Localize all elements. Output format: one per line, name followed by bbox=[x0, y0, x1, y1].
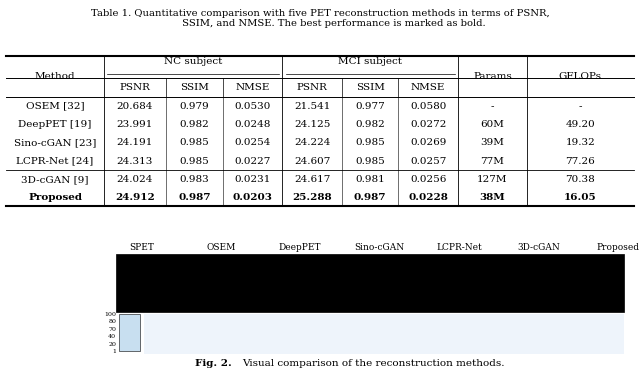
Text: 0.0254: 0.0254 bbox=[234, 138, 271, 147]
Text: LCPR-Net [24]: LCPR-Net [24] bbox=[17, 157, 93, 166]
Text: 0.977: 0.977 bbox=[355, 102, 385, 111]
Text: 3D-cGAN: 3D-cGAN bbox=[517, 243, 560, 252]
Bar bbox=[119, 314, 140, 351]
Text: 77.26: 77.26 bbox=[565, 157, 595, 166]
Text: GFLOPs: GFLOPs bbox=[559, 72, 602, 81]
Text: 40: 40 bbox=[108, 334, 116, 339]
Text: 49.20: 49.20 bbox=[565, 120, 595, 129]
Text: 24.224: 24.224 bbox=[294, 138, 330, 147]
Text: 3D-cGAN [9]: 3D-cGAN [9] bbox=[21, 175, 89, 184]
Bar bbox=[116, 254, 624, 312]
Text: Table 1. Quantitative comparison with five PET reconstruction methods in terms o: Table 1. Quantitative comparison with fi… bbox=[91, 9, 549, 28]
Text: 24.607: 24.607 bbox=[294, 157, 330, 166]
Text: 1: 1 bbox=[112, 349, 116, 354]
Text: Fig. 2.: Fig. 2. bbox=[195, 359, 231, 368]
Text: 0.985: 0.985 bbox=[180, 157, 209, 166]
Text: 19.32: 19.32 bbox=[565, 138, 595, 147]
Text: SSIM: SSIM bbox=[180, 83, 209, 92]
Text: Method: Method bbox=[35, 72, 76, 81]
Text: SPET: SPET bbox=[129, 243, 154, 252]
Text: 25.288: 25.288 bbox=[292, 193, 332, 202]
Text: OSEM [32]: OSEM [32] bbox=[26, 102, 84, 111]
Text: 20: 20 bbox=[108, 342, 116, 346]
Text: 0.0227: 0.0227 bbox=[234, 157, 271, 166]
Text: 24.617: 24.617 bbox=[294, 175, 330, 184]
Text: 38M: 38M bbox=[479, 193, 506, 202]
Text: PSNR: PSNR bbox=[297, 83, 328, 92]
Text: 0.0530: 0.0530 bbox=[234, 102, 271, 111]
Text: 70: 70 bbox=[108, 327, 116, 332]
Text: 0.0272: 0.0272 bbox=[410, 120, 446, 129]
Text: 24.912: 24.912 bbox=[115, 193, 155, 202]
Text: 0.985: 0.985 bbox=[355, 157, 385, 166]
Text: 20.684: 20.684 bbox=[116, 102, 153, 111]
Text: 0.985: 0.985 bbox=[355, 138, 385, 147]
Text: 0.0257: 0.0257 bbox=[410, 157, 446, 166]
Text: 0.982: 0.982 bbox=[180, 120, 209, 129]
Text: 0.0231: 0.0231 bbox=[234, 175, 271, 184]
Text: OSEM: OSEM bbox=[206, 243, 236, 252]
Text: 39M: 39M bbox=[481, 138, 504, 147]
Text: 24.191: 24.191 bbox=[116, 138, 153, 147]
Text: 0.985: 0.985 bbox=[180, 138, 209, 147]
Text: 0.0203: 0.0203 bbox=[232, 193, 273, 202]
Text: Visual comparison of the reconstruction methods.: Visual comparison of the reconstruction … bbox=[242, 359, 505, 368]
Text: 24.125: 24.125 bbox=[294, 120, 330, 129]
Text: 0.0256: 0.0256 bbox=[410, 175, 446, 184]
Text: 0.982: 0.982 bbox=[355, 120, 385, 129]
Text: 80: 80 bbox=[108, 319, 116, 324]
Text: 0.981: 0.981 bbox=[355, 175, 385, 184]
Text: 127M: 127M bbox=[477, 175, 508, 184]
Text: 24.313: 24.313 bbox=[116, 157, 153, 166]
Text: 23.991: 23.991 bbox=[116, 120, 153, 129]
Text: 0.979: 0.979 bbox=[180, 102, 209, 111]
Text: 21.541: 21.541 bbox=[294, 102, 330, 111]
Text: NC subject: NC subject bbox=[164, 57, 222, 66]
Text: NMSE: NMSE bbox=[411, 83, 445, 92]
Text: LCPR-Net: LCPR-Net bbox=[436, 243, 482, 252]
Text: 70.38: 70.38 bbox=[565, 175, 595, 184]
Text: 16.05: 16.05 bbox=[564, 193, 596, 202]
Text: 0.0269: 0.0269 bbox=[410, 138, 446, 147]
Text: 0.987: 0.987 bbox=[179, 193, 211, 202]
Text: 0.0248: 0.0248 bbox=[234, 120, 271, 129]
Text: 60M: 60M bbox=[481, 120, 504, 129]
Text: MCI subject: MCI subject bbox=[338, 57, 402, 66]
Text: 0.987: 0.987 bbox=[354, 193, 387, 202]
Text: Proposed: Proposed bbox=[28, 193, 82, 202]
Text: -: - bbox=[579, 102, 582, 111]
Text: 0.0228: 0.0228 bbox=[408, 193, 448, 202]
Text: 24.024: 24.024 bbox=[116, 175, 153, 184]
Text: -: - bbox=[491, 102, 494, 111]
Text: 0.983: 0.983 bbox=[180, 175, 209, 184]
Text: Proposed: Proposed bbox=[596, 243, 639, 252]
Text: NMSE: NMSE bbox=[236, 83, 270, 92]
Text: DeepPET [19]: DeepPET [19] bbox=[19, 120, 92, 129]
Text: 100: 100 bbox=[104, 312, 116, 317]
Text: SSIM: SSIM bbox=[356, 83, 385, 92]
Text: Params: Params bbox=[473, 72, 512, 81]
Text: 77M: 77M bbox=[481, 157, 504, 166]
Bar bbox=[145, 314, 624, 354]
Text: Sino-cGAN [23]: Sino-cGAN [23] bbox=[14, 138, 96, 147]
Text: DeepPET: DeepPET bbox=[279, 243, 321, 252]
Text: 0.0580: 0.0580 bbox=[410, 102, 446, 111]
Text: Sino-cGAN: Sino-cGAN bbox=[355, 243, 404, 252]
Text: PSNR: PSNR bbox=[120, 83, 150, 92]
